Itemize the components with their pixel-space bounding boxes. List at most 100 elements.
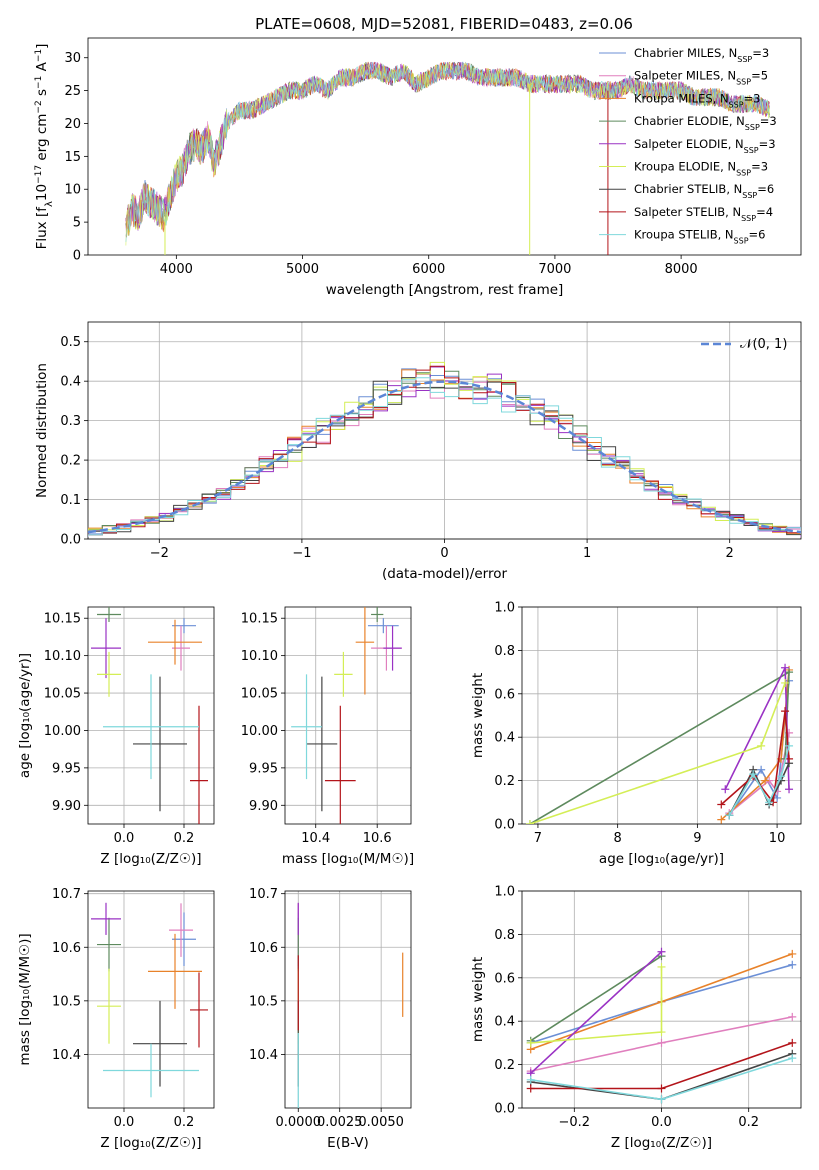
weight_vs_Z-marker-5-1 (657, 1028, 666, 1037)
age_vs_mass-ytick-label-5: 10.15 (241, 612, 278, 627)
legend-label-7: Salpeter STELIB, NSSP=4 (634, 205, 773, 223)
legend-label-2: Kroupa MILES, NSSP=3 (634, 91, 760, 109)
weight_vs_Z-marker-7-2 (788, 1038, 797, 1047)
mass_vs_ebv-xtick-label-0: 0.0000 (276, 1115, 322, 1130)
mass_vs_Z-points (91, 902, 208, 1098)
age_vs_Z-ytick-label-0: 9.90 (52, 799, 81, 814)
weight_vs_Z-line-3 (530, 955, 662, 1042)
weight_vs_Z-line-4 (530, 951, 663, 1074)
age_vs_mass-ytick-label-2: 10.00 (241, 724, 278, 739)
spectrum-xtick-label-1: 5000 (286, 262, 319, 277)
residual_hist-ytick-label-3: 0.3 (60, 414, 81, 429)
weight_vs_Z-ylabel: mass weight (470, 957, 486, 1042)
weight_vs_age-line-3 (529, 670, 790, 824)
weight_vs_Z-marker-8-2 (788, 1054, 797, 1063)
mass_vs_Z-axes: 0.0 0.2 10.4 10.5 10.6 10.7 Z [log₁₀(Z/Z☉)] mas… (17, 887, 215, 1151)
weight_vs_Z-lines (526, 947, 797, 1104)
age_vs_Z-ytick-label-3: 10.05 (44, 687, 81, 702)
age_vs_mass-xtick-label-1: 10.6 (363, 831, 392, 846)
residual_hist-ytick-label-0: 0.0 (60, 533, 81, 548)
weight_vs_age-marker-7-0 (717, 800, 726, 809)
weight_vs_age-ylabel: mass weight (470, 673, 486, 758)
spectrum-ytick-label-4: 20 (64, 117, 81, 132)
age_vs_Z-ylabel: age [log₁₀(age/yr)] (17, 653, 33, 778)
weight_vs_Z-marker-5-2 (657, 962, 666, 971)
spectrum-axes: 4000 5000 6000 7000 8000 0 5 10 15 20 25 30 waveleng… (34, 37, 802, 298)
weight_vs_age-axes: 7 8 9 10 0.0 0.2 0.4 0.6 0.8 1.0 age [log₁₀(age/yr… (470, 601, 802, 867)
legend-label-0: Chabrier MILES, NSSP=3 (634, 46, 769, 64)
mass_vs_Z-ytick-label-0: 10.4 (52, 1048, 81, 1063)
age_vs_mass-points (291, 607, 402, 824)
weight_vs_age-marker-0-1 (757, 765, 766, 774)
spectrum-line-8 (125, 61, 770, 242)
weight_vs_age-ytick-label-0: 0.0 (494, 818, 515, 833)
weight_vs_Z-xtick-label-0: −0.2 (559, 1115, 591, 1130)
mass_vs_Z-ylabel: mass [log₁₀(M/M☉)] (17, 933, 33, 1065)
weight_vs_age-marker-8-0 (725, 811, 734, 820)
spectrum-xtick-label-0: 4000 (160, 262, 193, 277)
weight_vs_age-marker-5-1 (757, 741, 766, 750)
mass_vs_ebv-points (297, 902, 404, 1108)
weight_vs_age-ytick-label-4: 0.8 (494, 644, 515, 659)
weight_vs_Z-ytick-label-5: 1.0 (494, 885, 515, 900)
spectrum-ytick-label-2: 10 (64, 183, 81, 198)
mass_vs_ebv-xlabel: E(B-V) (327, 1135, 369, 1151)
age_vs_mass-xlabel: mass [log₁₀(M/M☉)] (282, 851, 414, 867)
mass_vs_ebv-xtick-label-1: 0.0025 (317, 1115, 363, 1130)
weight_vs_Z-ytick-label-4: 0.8 (494, 928, 515, 943)
age_vs_Z-ytick-label-5: 10.15 (44, 612, 81, 627)
mass_vs_ebv-ytick-label-0: 10.4 (249, 1048, 278, 1063)
weight_vs_Z-marker-4-1 (657, 947, 666, 956)
legend-label-6: Chabrier STELIB, NSSP=6 (634, 182, 774, 200)
residual_hist-xtick-label-0: −2 (150, 546, 169, 561)
mass_vs_ebv-xtick-label-2: 0.0050 (358, 1115, 404, 1130)
weight_vs_Z-ytick-label-3: 0.6 (494, 971, 515, 986)
age_vs_mass-ytick-label-3: 10.05 (241, 687, 278, 702)
weight_vs_age-xtick-label-1: 8 (614, 831, 622, 846)
spectrum-ytick-label-5: 25 (64, 84, 81, 99)
weight_vs_age-xlabel: age [log₁₀(age/yr)] (599, 851, 724, 867)
spectrum-ylabel: Flux [fλ10−17 erg cm−2 s−1 A−1] (34, 44, 55, 250)
mass_vs_Z-xtick-label-1: 0.2 (174, 1115, 195, 1130)
age_vs_mass-ytick-label-1: 9.95 (249, 761, 278, 776)
weight_vs_Z-marker-8-0 (526, 1075, 535, 1084)
weight_vs_age-marker-8-3 (777, 772, 786, 781)
mass_vs_ebv-ytick-label-3: 10.7 (249, 887, 278, 902)
mass_vs_ebv-frame (284, 890, 412, 1109)
residual_hist-xtick-label-2: 0 (440, 546, 448, 561)
hist-normal-reference (88, 380, 801, 534)
spectrum-xlabel: wavelength [Angstrom, rest frame] (326, 282, 564, 298)
legend-label-3: Chabrier ELODIE, NSSP=3 (634, 114, 777, 132)
age_vs_mass-ytick-label-0: 9.90 (249, 799, 278, 814)
residual_hist-ytick-label-5: 0.5 (60, 335, 81, 350)
weight_vs_Z-marker-2-2 (788, 949, 797, 958)
weight_vs_age-marker-8-1 (749, 770, 758, 779)
hist-step-7 (88, 365, 801, 536)
weight_vs_Z-marker-5-0 (526, 1038, 535, 1047)
mass_vs_ebv-ytick-label-1: 10.5 (249, 994, 278, 1009)
age_vs_Z-frame (87, 606, 215, 825)
weight_vs_age-marker-4-2 (785, 785, 794, 794)
age_vs_Z-axes: 0.0 0.2 9.90 9.95 10.00 10.05 10.10 10.15 Z [log… (17, 606, 215, 867)
residual_hist-ytick-label-1: 0.1 (60, 493, 81, 508)
spectrum-legend: Chabrier MILES, NSSP=3 Salpeter MILES, NS… (599, 46, 777, 245)
residual_hist-xtick-label-4: 2 (726, 546, 734, 561)
weight_vs_age-marker-4-0 (721, 785, 730, 794)
spectrum-xtick-label-2: 6000 (412, 262, 445, 277)
weight_vs_age-marker-2-0 (717, 815, 726, 824)
age_vs_mass-frame (284, 606, 412, 825)
spectrum-lines (125, 61, 770, 255)
residual_hist-ylabel: Normed distribution (34, 363, 50, 498)
weight_vs_Z-xtick-label-2: 0.2 (738, 1115, 759, 1130)
spectrum-xtick-label-3: 7000 (538, 262, 571, 277)
weight_vs_Z-ytick-label-2: 0.4 (494, 1015, 515, 1030)
spectrum-ytick-label-6: 30 (64, 51, 81, 66)
residual_hist-ytick-label-2: 0.2 (60, 454, 81, 469)
weight_vs_age-frame (521, 606, 802, 825)
weight_vs_Z-xtick-label-1: 0.0 (651, 1115, 672, 1130)
weight_vs_Z-xlabel: Z [log₁₀(Z/Z☉)] (611, 1135, 712, 1151)
weight_vs_age-lines (525, 663, 794, 824)
hist-steps (88, 361, 801, 538)
weight_vs_age-line-5 (529, 682, 786, 824)
